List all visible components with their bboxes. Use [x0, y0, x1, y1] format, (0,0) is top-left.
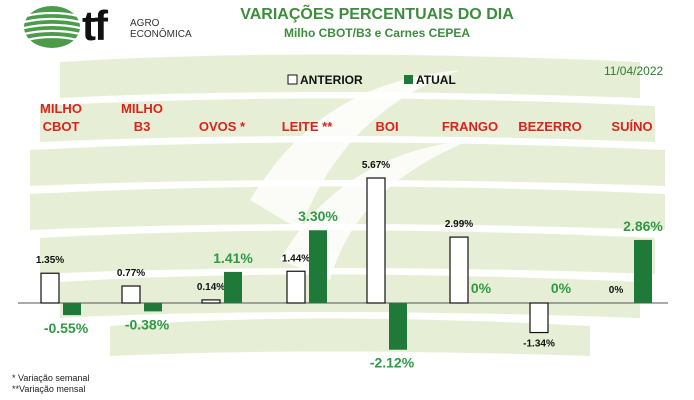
- category-label: BEZERRO: [518, 119, 582, 134]
- bar-anterior: [201, 299, 221, 304]
- legend-swatch-anterior: [287, 74, 298, 85]
- data-label-atual: 0%: [551, 280, 572, 296]
- data-label-atual: 0%: [471, 280, 492, 296]
- data-label-anterior: -1.34%: [523, 339, 555, 350]
- data-label-anterior: 0%: [609, 285, 624, 296]
- bar-atual: [389, 303, 407, 350]
- data-label-anterior: 2.99%: [445, 219, 473, 230]
- category-label: BOI: [375, 119, 398, 134]
- data-label-atual: -2.12%: [370, 355, 415, 371]
- bar-anterior: [366, 177, 386, 304]
- category-label: MILHO: [40, 101, 82, 116]
- data-label-atual: -0.55%: [44, 320, 89, 336]
- page-subtitle: Milho CBOT/B3 e Carnes CEPEA: [283, 26, 471, 40]
- category-label: CBOT: [43, 119, 80, 134]
- bar-atual: [144, 303, 162, 312]
- logo-line2: ECONÔMICA: [130, 29, 192, 40]
- data-label-anterior: 0.77%: [117, 268, 145, 279]
- data-label-atual: 2.86%: [623, 218, 663, 234]
- category-label: FRANGO: [442, 119, 498, 134]
- bar-atual: [224, 271, 242, 303]
- report-date: 11/04/2022: [604, 64, 664, 78]
- legend-swatch-atual: [404, 75, 413, 84]
- data-label-anterior: 5.67%: [362, 160, 390, 171]
- category-label: B3: [134, 119, 151, 134]
- logo-line1: AGRO: [130, 18, 160, 29]
- bar-atual: [634, 239, 652, 303]
- legend-label-atual: ATUAL: [416, 73, 456, 87]
- data-label-anterior: 1.44%: [282, 253, 310, 264]
- logo-wordmark: AGRO ECONÔMICA: [130, 18, 192, 40]
- bar-atual: [63, 303, 81, 316]
- category-label: LEITE **: [282, 119, 334, 134]
- data-label-anterior: 1.35%: [36, 255, 64, 266]
- footnote-weekly: * Variação semanal: [12, 373, 90, 383]
- category-label: SUÍNO: [611, 119, 652, 134]
- bar-atual: [309, 230, 327, 303]
- logo-mark: tf: [82, 2, 108, 49]
- legend-label-anterior: ANTERIOR: [300, 73, 363, 87]
- data-label-atual: -0.38%: [125, 316, 170, 332]
- category-label: MILHO: [121, 101, 163, 116]
- bar-anterior: [286, 270, 306, 304]
- bar-anterior: [449, 236, 469, 304]
- bar-anterior: [529, 302, 549, 334]
- bar-anterior: [40, 272, 60, 304]
- footnote-monthly: **Variação mensal: [12, 384, 86, 394]
- data-label-atual: 3.30%: [298, 208, 338, 224]
- page-title: VARIAÇÕES PERCENTUAIS DO DIA: [240, 6, 514, 23]
- logo-globe: [23, 6, 81, 48]
- data-label-anterior: 0.14%: [197, 282, 225, 293]
- bar-anterior: [121, 285, 141, 304]
- category-label: OVOS *: [199, 119, 246, 134]
- data-label-atual: 1.41%: [213, 250, 253, 266]
